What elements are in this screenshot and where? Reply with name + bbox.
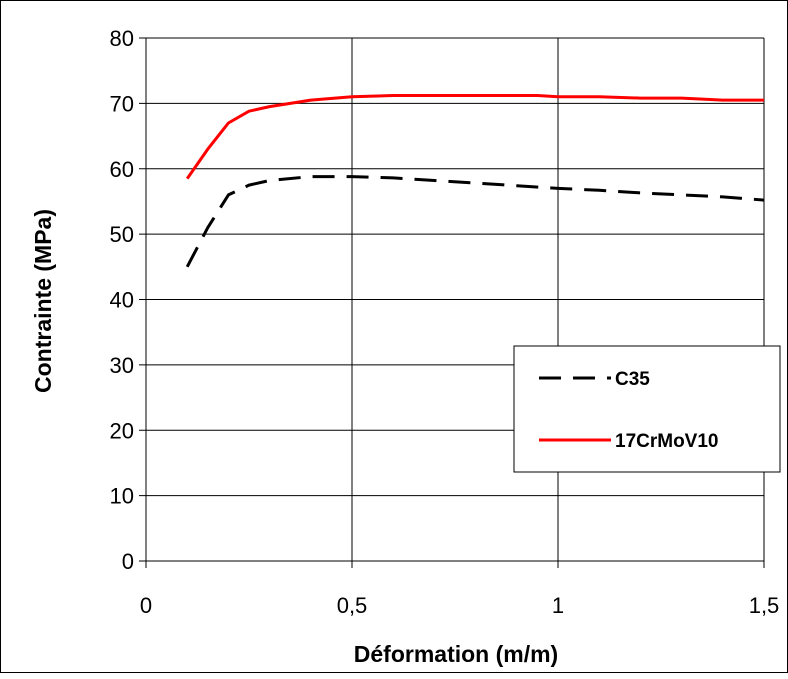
legend-label-c35: C35 [615, 369, 650, 390]
y-tick-label: 0 [122, 549, 134, 574]
y-tick-label: 20 [110, 418, 134, 443]
legend: C35 17CrMoV10 [513, 345, 781, 473]
tick-marks [139, 37, 765, 568]
series-layer [185, 94, 765, 268]
x-tick-label: 0,5 [337, 593, 368, 618]
y-tick-label: 30 [110, 353, 134, 378]
y-axis-title: Contrainte (MPa) [30, 209, 56, 393]
grid-lines [145, 37, 765, 562]
x-tick-label: 0 [140, 593, 152, 618]
series-line-17crmov10 [185, 94, 764, 180]
x-axis-title: Déformation (m/m) [354, 641, 558, 667]
legend-box [513, 345, 781, 473]
y-tick-label: 70 [110, 91, 134, 116]
x-tick-label: 1 [552, 593, 564, 618]
y-tick-label: 80 [110, 26, 134, 51]
y-tick-label: 40 [110, 288, 134, 313]
tick-labels: 0 10 20 30 40 50 60 70 80 0 0,5 1 1,5 [110, 26, 780, 618]
legend-label-17crmov10: 17CrMoV10 [615, 431, 719, 452]
y-tick-label: 50 [110, 222, 134, 247]
y-tick-label: 60 [110, 157, 134, 182]
y-tick-label: 10 [110, 484, 134, 509]
series-line-c35 [185, 175, 765, 268]
x-tick-label: 1,5 [749, 593, 780, 618]
